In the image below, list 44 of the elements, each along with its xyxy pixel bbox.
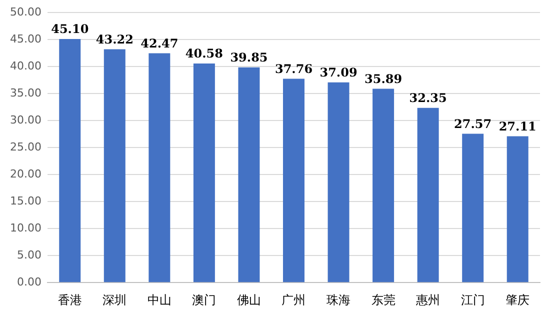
x-tick-label: 广州 [282, 292, 306, 307]
bar [328, 82, 350, 282]
y-tick-label: 0.00 [16, 275, 42, 288]
bar [283, 78, 304, 282]
y-tick-label: 5.00 [16, 248, 42, 262]
y-tick-label: 35.00 [10, 86, 42, 100]
y-tick-label: 25.00 [10, 140, 42, 154]
x-tick-label: 深圳 [102, 292, 127, 307]
bar [193, 63, 215, 282]
bar [238, 67, 260, 282]
y-tick-label: 20.00 [10, 167, 42, 180]
y-tick-label: 10.00 [10, 221, 42, 234]
data-label: 27.57 [454, 116, 492, 131]
bar [417, 108, 439, 282]
y-tick-label: 50.00 [10, 5, 42, 18]
data-label: 27.11 [498, 119, 536, 134]
data-label: 37.76 [274, 62, 313, 76]
x-tick-label: 肇庆 [506, 292, 530, 307]
bar [104, 49, 126, 282]
data-label: 45.10 [51, 22, 89, 36]
y-tick-label: 45.00 [10, 32, 42, 46]
bar [148, 53, 170, 282]
bar [462, 134, 484, 282]
data-label: 37.09 [320, 65, 358, 80]
x-tick-label: 澳门 [192, 292, 216, 307]
bar [372, 88, 394, 282]
x-tick-label: 惠州 [415, 292, 440, 307]
data-label: 40.58 [185, 46, 223, 61]
data-label: 39.85 [230, 50, 268, 65]
data-label: 35.89 [364, 72, 402, 86]
x-tick-label: 中山 [147, 292, 172, 307]
y-tick-label: 30.00 [10, 113, 42, 126]
x-tick-label: 佛山 [236, 292, 261, 307]
x-tick-label: 江门 [460, 292, 485, 307]
x-tick-label: 香港 [58, 292, 82, 307]
x-tick-label: 东莞 [371, 292, 396, 307]
bar [506, 136, 528, 282]
x-tick-label: 珠海 [326, 292, 351, 307]
y-tick-label: 40.00 [10, 59, 42, 72]
data-label: 43.22 [96, 32, 134, 46]
y-tick-label: 15.00 [10, 194, 42, 208]
bar [59, 39, 81, 282]
data-label: 42.47 [140, 36, 178, 50]
data-label: 32.35 [409, 91, 447, 106]
